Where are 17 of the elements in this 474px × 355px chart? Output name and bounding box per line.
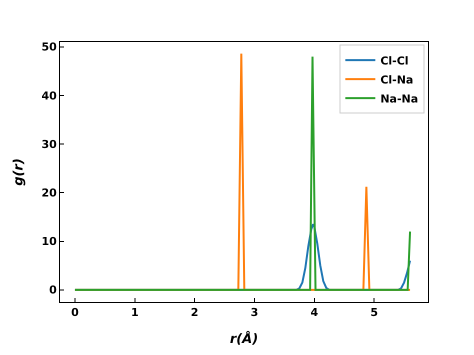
legend-label: Cl-Cl — [380, 54, 409, 68]
y-axis-title: g(r) — [11, 158, 26, 186]
legend-label: Na-Na — [380, 92, 418, 106]
x-tick-label: 4 — [310, 306, 318, 320]
y-tick-label: 50 — [41, 40, 58, 54]
x-tick-label: 0 — [71, 306, 80, 320]
x-axis-title: r(Å) — [230, 330, 258, 347]
x-tick-label: 5 — [370, 306, 378, 320]
y-tick-label: 20 — [41, 186, 58, 200]
x-tick-label: 3 — [250, 306, 258, 320]
x-tick-label: 2 — [190, 306, 198, 320]
legend-label: Cl-Na — [380, 73, 414, 86]
y-tick-label: 40 — [41, 89, 58, 102]
y-tick-label: 0 — [49, 284, 58, 297]
y-tick-label: 30 — [41, 138, 58, 151]
y-tick-label: 10 — [41, 235, 58, 248]
x-tick-label: 1 — [130, 306, 139, 320]
